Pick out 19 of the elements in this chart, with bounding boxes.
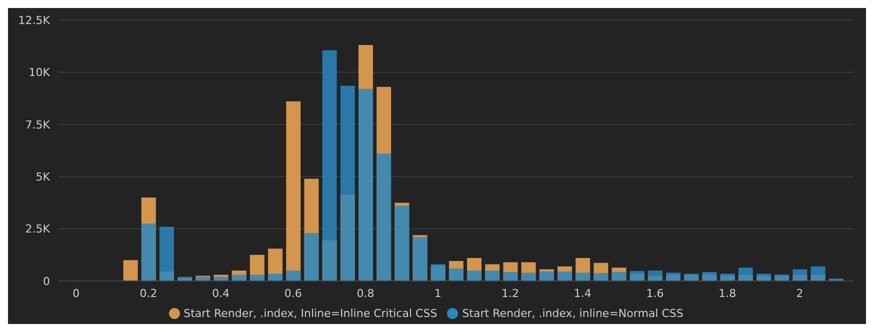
x-tick-label: 2	[796, 286, 804, 300]
x-tick-label: 1.4	[574, 286, 592, 300]
x-tick-label: 1.2	[502, 286, 520, 300]
y-tick-label: 10K	[28, 66, 51, 80]
y-tick-label: 0	[43, 274, 50, 288]
legend-label: Start Render, .index, inline=Normal CSS	[462, 307, 684, 320]
legend-label: Start Render, .index, Inline=Inline Critical CSS	[184, 307, 438, 320]
x-tick-label: 1.8	[718, 286, 736, 300]
x-tick-label: 1.6	[646, 286, 664, 300]
x-tick-label: 0.8	[356, 286, 374, 300]
y-tick-label: 5K	[36, 170, 51, 184]
y-tick-label: 7.5K	[25, 118, 51, 132]
x-tick-label: 0.2	[140, 286, 158, 300]
x-tick-label: 1	[434, 286, 442, 300]
x-tick-label: 0.6	[284, 286, 302, 300]
y-tick-label: 2.5K	[25, 222, 51, 236]
x-tick-label: 0.4	[212, 286, 230, 300]
x-tick-label: 0	[72, 286, 80, 300]
y-tick-label: 12.5K	[18, 14, 51, 27]
